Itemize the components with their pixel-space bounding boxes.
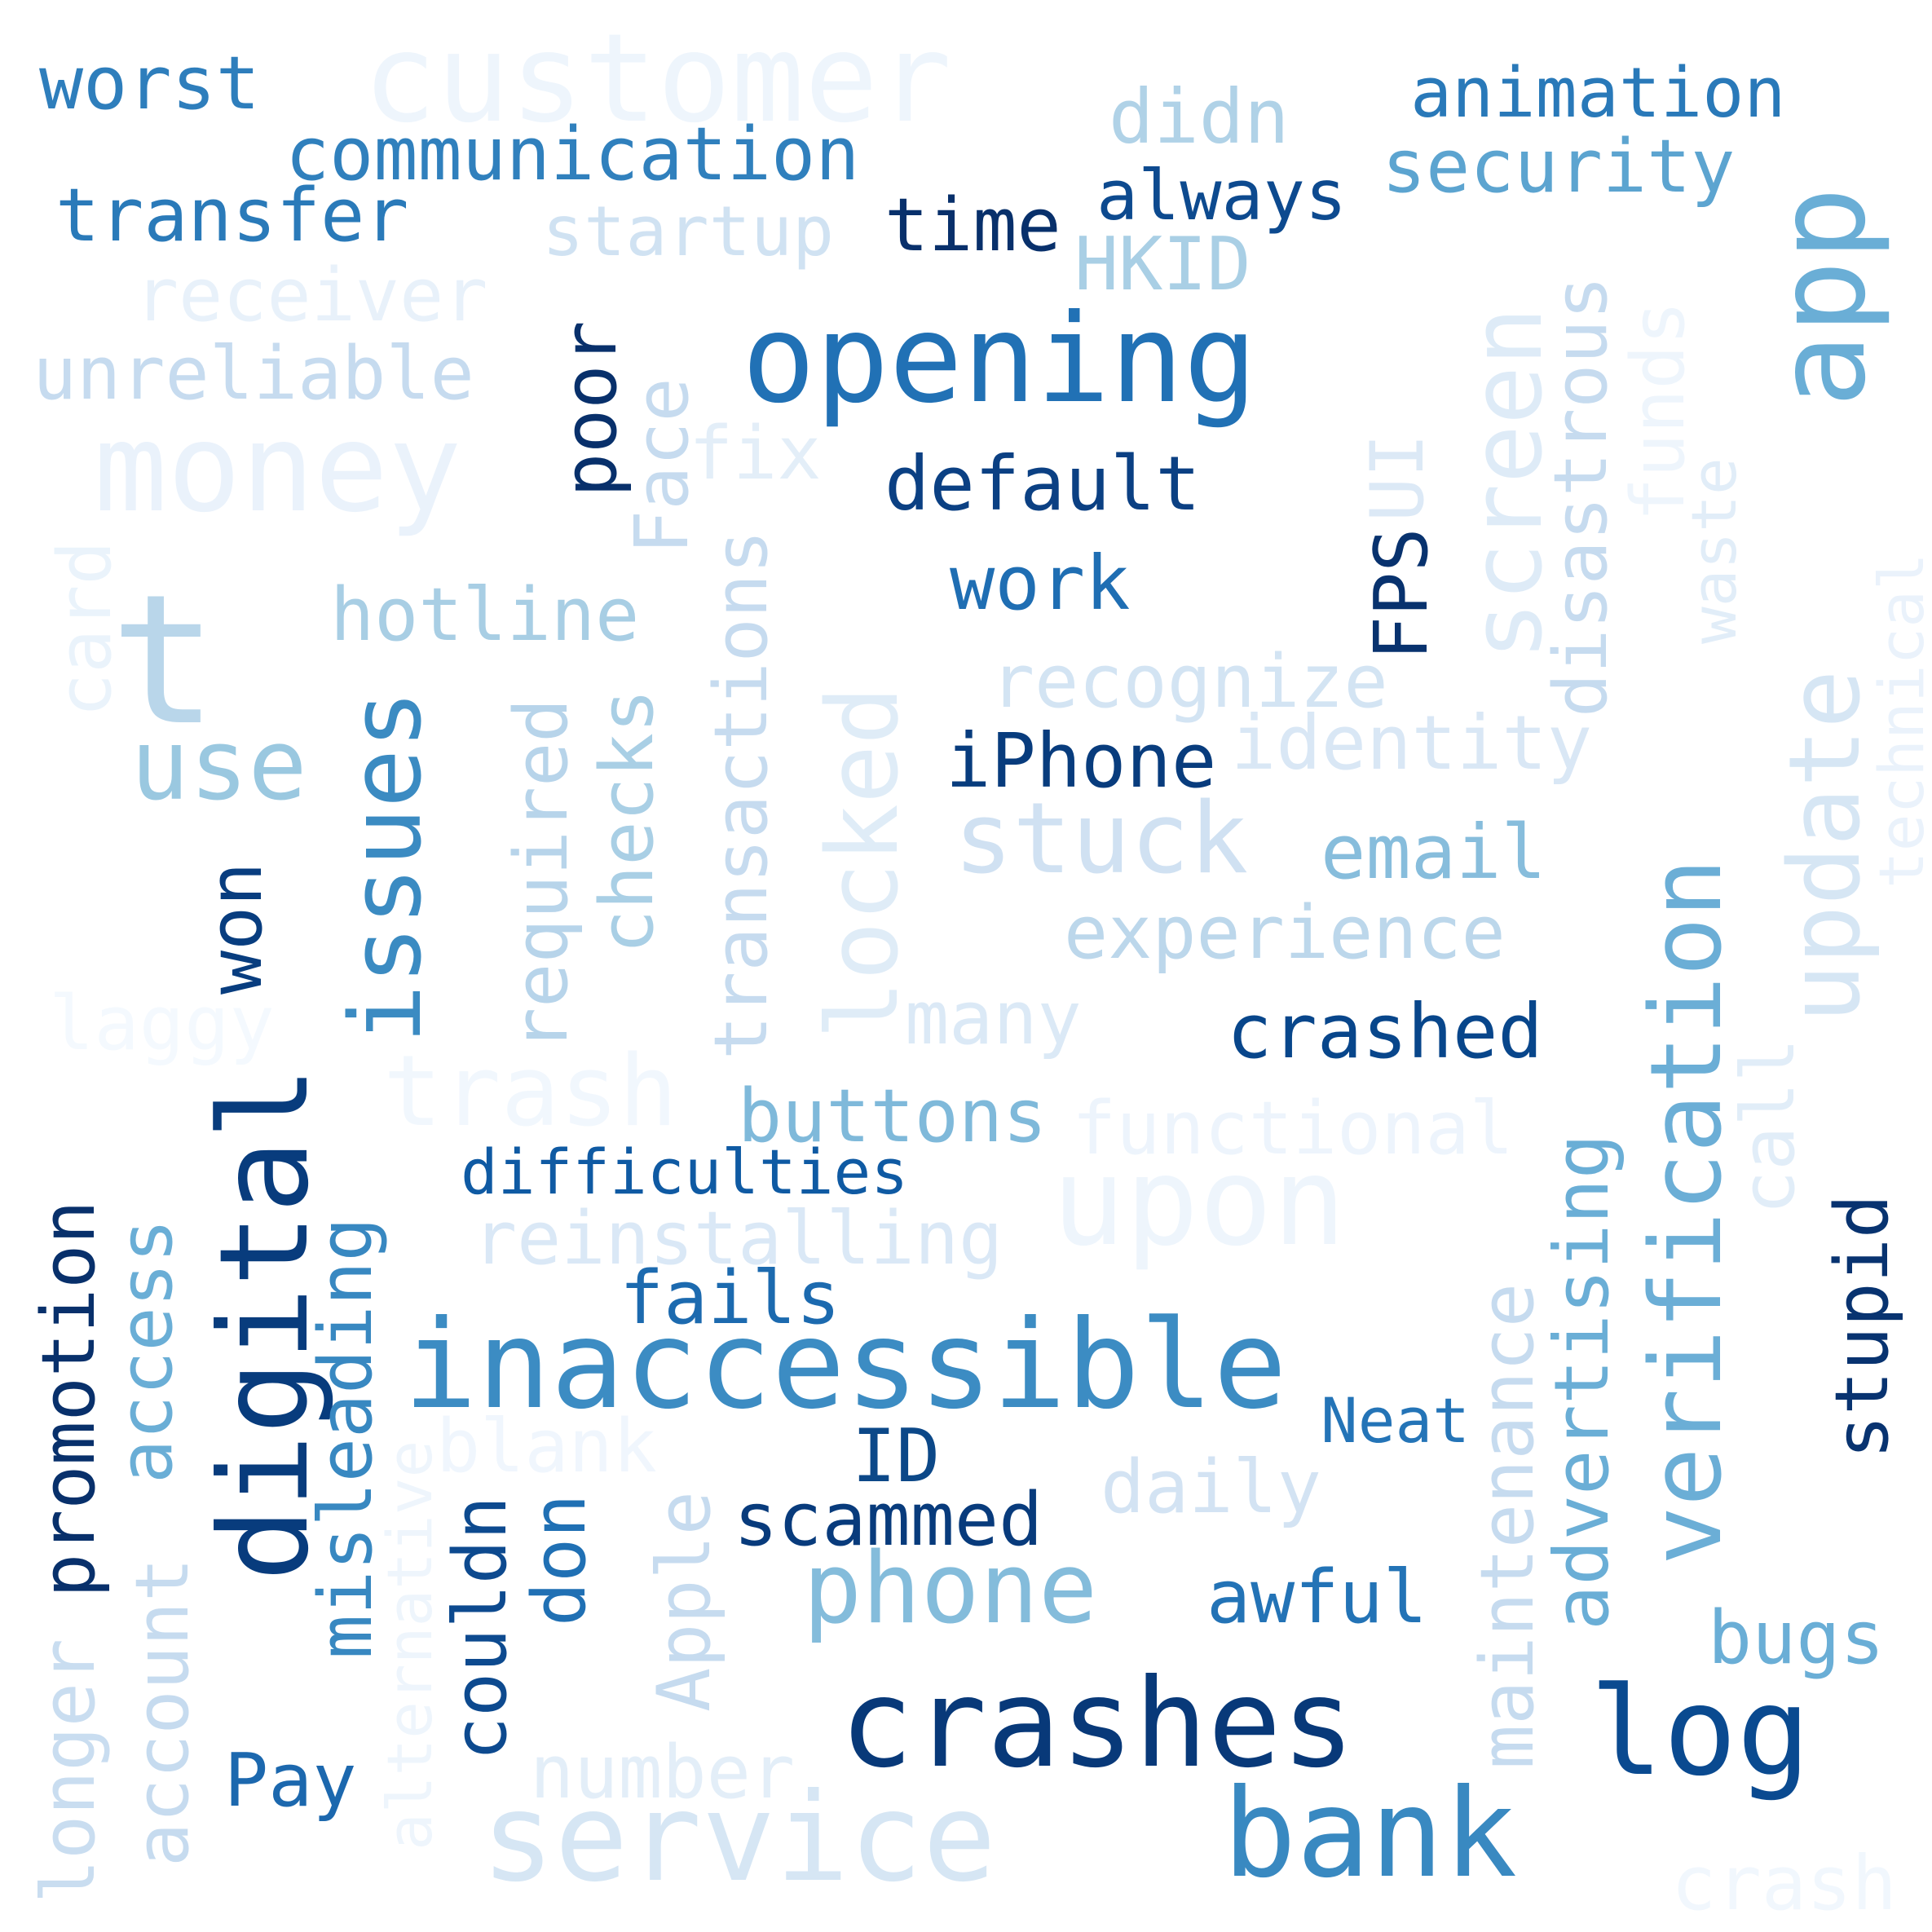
word-UI: UI xyxy=(1355,433,1440,522)
word-transactions: transactions xyxy=(699,529,784,1060)
word-FPS: FPS xyxy=(1359,527,1445,660)
word-stupid: stupid xyxy=(1820,1193,1905,1459)
word-HKID: HKID xyxy=(1074,222,1251,307)
word-inaccessible: inaccessible xyxy=(404,1295,1287,1436)
word-card: card xyxy=(42,540,128,717)
word-access: access xyxy=(104,1218,189,1484)
word-communication: communication xyxy=(285,112,860,197)
word-unreliable: unreliable xyxy=(33,331,474,417)
word-recognize: recognize xyxy=(990,639,1388,725)
word-ID: ID xyxy=(852,1414,941,1499)
word-functional: functional xyxy=(1072,1086,1514,1171)
word-couldn: couldn xyxy=(438,1495,523,1761)
word-experience: experience xyxy=(1064,890,1506,976)
word-locked: locked xyxy=(807,686,920,1039)
word-iPhone: iPhone xyxy=(946,717,1217,805)
word-poor: poor xyxy=(548,320,633,497)
word-startup: startup xyxy=(542,192,835,272)
word-blank: blank xyxy=(436,1404,657,1489)
word-email: email xyxy=(1321,809,1546,896)
word-log: log xyxy=(1590,1661,1811,1803)
word-fix: fix xyxy=(689,411,822,496)
word-verification: verification xyxy=(1630,858,1744,1565)
word-maintenance: maintenance xyxy=(1465,1282,1550,1769)
word-crash: crash xyxy=(1671,1840,1897,1927)
word-fails: fails xyxy=(620,1255,840,1341)
word-Apple: Apple xyxy=(642,1491,727,1712)
word-trash: trash xyxy=(383,1035,678,1149)
word-waste: waste xyxy=(1678,457,1750,644)
word-issues: issues xyxy=(330,690,443,1043)
word-difficulties: difficulties xyxy=(461,1136,909,1208)
word-stuck: stuck xyxy=(954,783,1249,896)
word-t: t xyxy=(110,556,218,765)
word-won: won xyxy=(193,862,279,995)
word-account: account xyxy=(120,1557,205,1867)
word-reinstalling: reinstalling xyxy=(473,1196,1003,1281)
word-awful: awful xyxy=(1206,1555,1427,1640)
word-opening: opening xyxy=(742,289,1258,430)
word-buttons: buttons xyxy=(738,1074,1048,1159)
word-time: time xyxy=(884,183,1061,268)
word-receiver: receiver xyxy=(135,253,488,338)
word-service: service xyxy=(481,1767,997,1909)
word-bugs: bugs xyxy=(1708,1595,1885,1681)
word-upon: upon xyxy=(1052,1131,1347,1273)
word-checks: checks xyxy=(584,688,670,954)
word-Neat: Neat xyxy=(1321,1384,1471,1457)
word-crashed: crashed xyxy=(1227,988,1543,1075)
word-call: call xyxy=(1726,1038,1811,1215)
word-daily: daily xyxy=(1101,1445,1321,1530)
word-always: always xyxy=(1096,156,1348,236)
word-security: security xyxy=(1382,124,1736,210)
word-many: many xyxy=(905,976,1082,1061)
word-didn: didn xyxy=(1109,73,1290,161)
word-phone: phone xyxy=(803,1533,1098,1646)
word-advertising: advertising xyxy=(1538,1133,1625,1630)
word-alternative: alternative xyxy=(373,1440,446,1850)
word-app: app xyxy=(1751,187,1893,408)
word-animation: animation xyxy=(1410,53,1786,134)
word-don: don xyxy=(517,1493,602,1626)
word-Pay: Pay xyxy=(224,1738,357,1824)
word-bank: bank xyxy=(1223,1763,1518,1905)
word-longer: longer xyxy=(26,1638,112,1903)
word-identity: identity xyxy=(1231,699,1593,787)
word-number: number xyxy=(530,1730,796,1815)
word-money: money xyxy=(94,398,462,540)
word-use: use xyxy=(130,709,307,823)
word-default: default xyxy=(884,440,1201,527)
word-promotion: promotion xyxy=(26,1200,112,1598)
word-scammed: scammed xyxy=(734,1477,1043,1563)
word-hotline: hotline xyxy=(330,572,640,658)
word-disastrous: disastrous xyxy=(1538,276,1624,717)
word-laggy: laggy xyxy=(49,980,275,1067)
word-update: update xyxy=(1769,669,1882,1023)
word-work: work xyxy=(950,540,1131,627)
word-misleading: misleading xyxy=(303,1217,389,1659)
word-transfer: transfer xyxy=(55,173,409,258)
word-crashes: crashes xyxy=(840,1653,1356,1795)
word-required: required xyxy=(499,698,584,1052)
word-Face: Face xyxy=(620,377,705,554)
word-worst: worst xyxy=(39,41,260,126)
word-customer: customer xyxy=(363,8,952,150)
